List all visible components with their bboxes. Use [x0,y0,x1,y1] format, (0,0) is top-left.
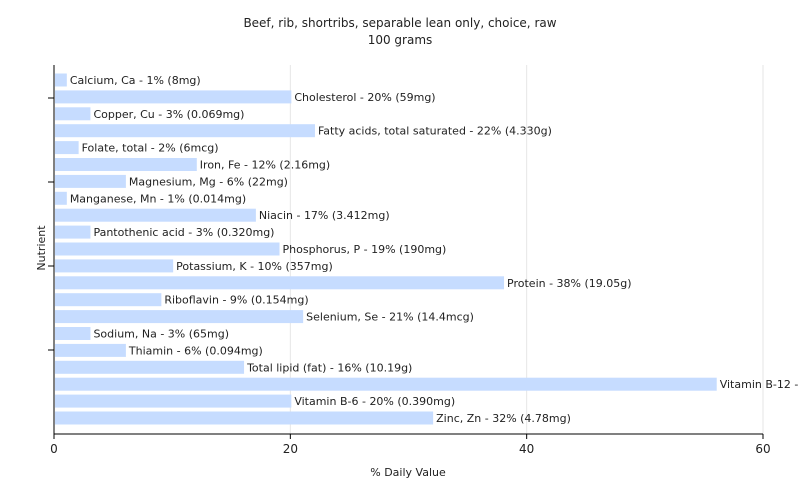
bar-10 [55,243,280,256]
chart-subtitle: 100 grams [368,33,433,47]
bar-label-11: Potassium, K - 10% (357mg) [176,260,333,273]
bar-13 [55,293,161,306]
bar-18 [55,378,717,391]
bar-14 [55,310,303,323]
bar-label-14: Selenium, Se - 21% (14.4mcg) [306,311,474,324]
bar-label-4: Folate, total - 2% (6mcg) [82,142,219,155]
bar-label-7: Manganese, Mn - 1% (0.014mg) [70,192,246,205]
bar-label-0: Calcium, Ca - 1% (8mg) [70,74,201,87]
x-tick-label-2: 40 [519,442,534,456]
bar-4 [55,141,79,154]
bar-label-18: Vitamin B-12 - 56% (3.39mcg) [720,378,800,391]
bar-label-10: Phosphorus, P - 19% (190mg) [283,243,447,256]
bar-9 [55,226,90,239]
bar-label-6: Magnesium, Mg - 6% (22mg) [129,175,288,188]
bar-8 [55,209,256,222]
bar-7 [55,192,67,205]
bar-label-1: Cholesterol - 20% (59mg) [294,91,435,104]
x-axis-label: % Daily Value [370,466,446,479]
bar-label-16: Thiamin - 6% (0.094mg) [128,344,263,357]
bar-19 [55,395,291,408]
bar-16 [55,344,126,357]
bar-17 [55,361,244,374]
y-axis-label: Nutrient [35,225,48,271]
bar-0 [55,74,67,87]
bar-label-15: Sodium, Na - 3% (65mg) [93,328,229,341]
bar-label-12: Protein - 38% (19.05g) [507,277,632,290]
x-tick-label-3: 60 [755,442,770,456]
bar-label-8: Niacin - 17% (3.412mg) [259,209,390,222]
x-tick-label-1: 20 [283,442,298,456]
bar-12 [55,276,504,289]
bar-label-19: Vitamin B-6 - 20% (0.390mg) [294,395,455,408]
chart-title: Beef, rib, shortribs, separable lean onl… [243,16,556,30]
bar-label-9: Pantothenic acid - 3% (0.320mg) [93,226,274,239]
bar-20 [55,412,433,425]
bar-label-13: Riboflavin - 9% (0.154mg) [164,294,308,307]
bar-15 [55,327,90,340]
bar-label-2: Copper, Cu - 3% (0.069mg) [93,108,244,121]
bar-5 [55,158,197,171]
bar-6 [55,175,126,188]
bar-label-20: Zinc, Zn - 32% (4.78mg) [436,412,571,425]
bar-3 [55,124,315,137]
bar-1 [55,90,291,103]
bar-11 [55,259,173,272]
bar-label-5: Iron, Fe - 12% (2.16mg) [200,159,330,172]
bar-label-3: Fatty acids, total saturated - 22% (4.33… [318,125,552,138]
bar-label-17: Total lipid (fat) - 16% (10.19g) [246,361,412,374]
bar-2 [55,107,90,120]
x-tick-label-0: 0 [50,442,58,456]
